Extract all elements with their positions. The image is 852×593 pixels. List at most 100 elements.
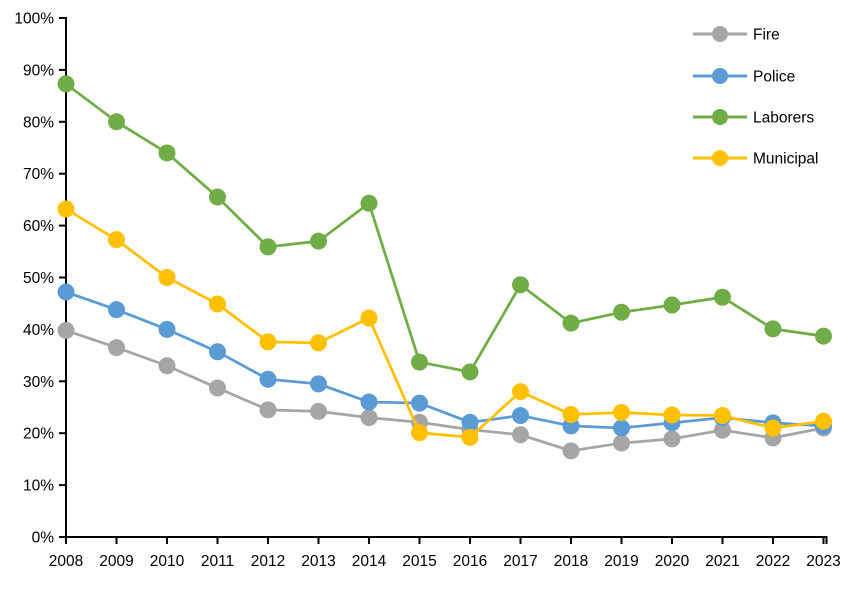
data-point-municipal xyxy=(613,403,630,421)
x-axis-tick-label: 2022 xyxy=(756,553,790,570)
series-laborers xyxy=(57,75,832,381)
x-axis-tick-label: 2016 xyxy=(453,553,487,570)
x-axis-tick-label: 2021 xyxy=(705,553,739,570)
data-point-laborers xyxy=(57,75,75,93)
y-axis-tick-label: 10% xyxy=(23,478,54,495)
data-point-police xyxy=(158,320,176,338)
legend-marker xyxy=(712,68,728,84)
legend-item-police: Police xyxy=(693,68,795,86)
x-axis-tick-label: 2017 xyxy=(503,553,537,570)
y-axis-tick-label: 20% xyxy=(23,426,54,443)
data-point-police xyxy=(209,343,226,361)
data-point-police xyxy=(259,370,277,388)
legend-label: Laborers xyxy=(753,110,814,127)
y-axis-tick-label: 30% xyxy=(23,374,54,391)
legend-marker xyxy=(712,109,728,125)
y-axis-tick-label: 40% xyxy=(23,322,54,339)
data-point-municipal xyxy=(815,412,832,430)
x-axis-tick-label: 2018 xyxy=(554,553,588,570)
data-point-laborers xyxy=(815,327,832,345)
data-point-municipal xyxy=(310,334,327,352)
data-point-laborers xyxy=(108,113,125,131)
data-point-fire xyxy=(310,402,327,420)
legend-label: Police xyxy=(753,69,795,86)
data-point-laborers xyxy=(158,144,176,162)
data-point-municipal xyxy=(512,383,529,401)
legend-item-laborers: Laborers xyxy=(693,109,814,127)
y-axis-tick-label: 90% xyxy=(23,62,54,79)
data-point-municipal xyxy=(461,428,479,446)
axes: 0% 10% 20% 30% 40% 50% 60% 70% 80% 90% 100% 2008 200… xyxy=(14,11,840,571)
data-point-police xyxy=(310,375,327,393)
y-axis-tick-label: 70% xyxy=(23,166,54,183)
data-point-fire xyxy=(663,430,681,448)
series-line-police xyxy=(65,290,824,430)
data-point-laborers xyxy=(764,320,782,338)
data-point-police xyxy=(461,413,479,431)
legend-label: Municipal xyxy=(753,151,818,168)
data-point-laborers xyxy=(360,194,378,212)
data-point-fire xyxy=(259,401,277,419)
data-point-police xyxy=(108,301,125,319)
data-point-fire xyxy=(360,409,378,427)
legend-item-fire: Fire xyxy=(693,26,780,44)
y-axis-tick-label: 0% xyxy=(32,530,55,547)
data-point-police xyxy=(512,407,529,425)
x-axis-tick-label: 2009 xyxy=(99,553,133,570)
data-point-laborers xyxy=(209,188,226,206)
series-line-fire xyxy=(65,329,824,453)
x-axis-tick-label: 2014 xyxy=(352,553,387,570)
data-point-municipal xyxy=(57,200,75,218)
data-point-laborers xyxy=(310,232,327,250)
data-point-laborers xyxy=(613,303,630,321)
data-point-laborers xyxy=(663,296,681,314)
data-point-police xyxy=(613,419,630,437)
x-axis-tick-label: 2019 xyxy=(604,553,638,570)
data-point-municipal xyxy=(360,309,378,327)
data-point-municipal xyxy=(158,269,176,286)
data-point-laborers xyxy=(714,288,731,306)
x-axis-tick-label: 2023 xyxy=(806,553,840,570)
data-point-fire xyxy=(562,442,580,460)
x-axis-tick-label: 2013 xyxy=(301,553,335,570)
data-point-police xyxy=(360,393,378,411)
data-point-municipal xyxy=(108,231,125,249)
series-line-municipal xyxy=(65,207,824,439)
x-axis-tick-label: 2020 xyxy=(655,553,690,570)
data-point-municipal xyxy=(663,406,681,424)
data-point-laborers xyxy=(259,238,277,256)
data-point-municipal xyxy=(562,406,580,424)
y-axis-tick-label: 100% xyxy=(14,11,54,28)
x-axis-tick-label: 2011 xyxy=(201,553,234,570)
x-axis-tick-label: 2012 xyxy=(251,553,285,570)
series-line-laborers xyxy=(65,82,824,374)
data-point-laborers xyxy=(562,314,580,332)
legend-label: Fire xyxy=(753,27,780,44)
x-axis-tick-label: 2015 xyxy=(402,553,436,570)
data-point-police xyxy=(411,394,428,412)
y-axis-tick-label: 80% xyxy=(23,114,54,131)
data-point-fire xyxy=(57,321,75,339)
legend-marker xyxy=(712,26,728,42)
series-fire xyxy=(57,321,832,460)
data-point-laborers xyxy=(512,276,529,294)
series-municipal xyxy=(57,200,832,446)
data-point-police xyxy=(57,283,75,301)
x-axis-tick-label: 2010 xyxy=(150,553,185,570)
data-point-fire xyxy=(158,357,176,375)
data-point-municipal xyxy=(714,407,731,425)
data-point-fire xyxy=(108,339,125,357)
data-point-fire xyxy=(209,379,226,397)
plot-series xyxy=(57,75,832,460)
data-point-fire xyxy=(613,434,630,452)
x-axis-tick-label: 2008 xyxy=(49,553,83,570)
y-axis-tick-label: 50% xyxy=(23,270,54,287)
data-point-municipal xyxy=(411,424,428,442)
data-point-laborers xyxy=(461,363,479,381)
data-point-laborers xyxy=(411,353,428,371)
legend-marker xyxy=(712,150,728,166)
data-point-municipal xyxy=(259,333,277,351)
data-point-fire xyxy=(714,421,731,439)
